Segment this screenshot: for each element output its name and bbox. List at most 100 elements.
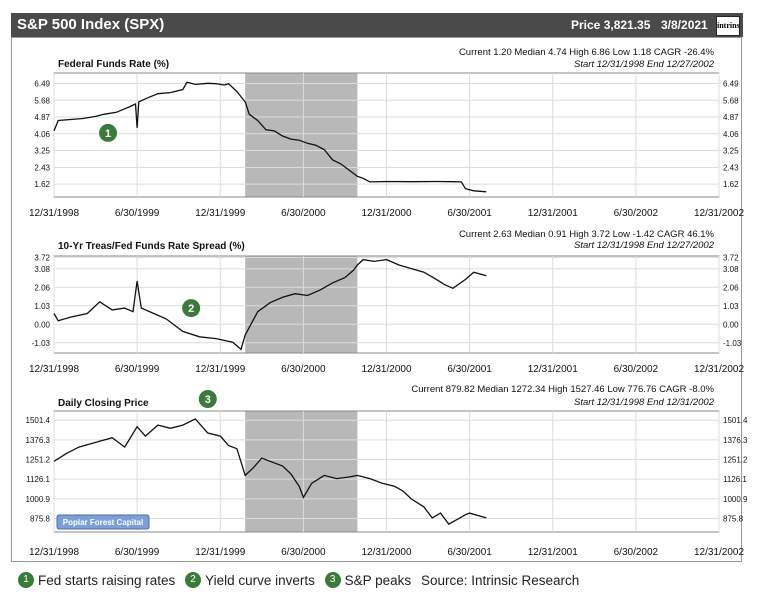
x-tick-1-4: 12/31/2000 [361,208,411,219]
y-tick-left-2-3: 1.03 [34,302,50,311]
y-tick-right-2-4: 0.00 [723,320,739,329]
y-tick-right-3-5: 875.8 [723,515,744,524]
y-tick-left-2-0: 3.72 [34,253,50,262]
annotation-badge-1 [99,123,118,142]
annotation-badge-3 [198,390,217,408]
annotation-label-1: 1 [105,128,111,140]
x-tick-2-1: 6/30/1999 [115,364,160,375]
x-tick-2-8: 12/31/2002 [694,364,744,375]
y-tick-right-2-1: 3.08 [723,265,739,274]
x-tick-1-6: 12/31/2001 [528,208,578,219]
x-tick-3-6: 12/31/2001 [528,547,578,558]
y-tick-right-3-1: 1376.3 [723,436,748,445]
x-tick-1-8: 12/31/2002 [694,208,744,219]
chart-svg: 6.49 6.49 5.68 5.68 4.87 4.87 4.06 4.06 3.25 3.25… [26,47,748,558]
x-tick-3-1: 6/30/1999 [115,547,160,558]
y-tick-right-1-3: 4.06 [723,130,739,139]
panel-title-3: Daily Closing Price [58,398,149,409]
x-tick-3-0: 12/31/1998 [29,547,79,558]
x-tick-2-6: 12/31/2001 [528,364,578,375]
chart-title: S&P 500 Index (SPX) [17,16,165,33]
y-tick-left-1-5: 2.43 [34,163,50,172]
y-tick-right-3-3: 1126.1 [723,475,747,484]
source-label: Source: Intrinsic Research [420,572,580,588]
y-tick-right-2-5: -1.03 [723,339,742,348]
y-tick-left-1-0: 6.49 [34,80,50,89]
y-tick-left-3-3: 1126.1 [26,475,50,484]
legend-badge-1: 1 [18,572,34,589]
panel-title-2: 10-Yr Treas/Fed Funds Rate Spread (%) [58,241,245,252]
x-tick-2-4: 12/31/2000 [361,364,411,375]
series-line-1 [53,81,487,193]
y-tick-left-1-2: 4.87 [34,113,50,122]
recession-shading-3 [245,411,358,532]
y-tick-right-1-4: 3.25 [723,147,739,156]
panel-title-1: Federal Funds Rate (%) [58,59,169,70]
y-tick-right-2-2: 2.06 [723,283,739,292]
legend-footer: 1 Fed starts raising rates 2 Yield curve i… [18,572,585,589]
annotation-label-2: 2 [188,303,194,315]
series-line-2 [53,258,487,351]
x-tick-1-0: 12/31/1998 [29,208,79,219]
annotation-badge-2 [182,299,201,318]
annotation-label-3: 3 [205,394,211,406]
panel-range-2: Start 12/31/1998 End 12/27/2002 [574,240,715,251]
y-tick-left-3-0: 1501.4 [26,416,51,425]
panel-range-3: Start 12/31/1998 End 12/31/2002 [574,397,715,408]
y-tick-right-2-0: 3.72 [723,253,739,262]
legend-item-2: Yield curve inverts [205,572,315,588]
x-tick-2-3: 6/30/2000 [281,364,326,375]
y-tick-right-3-4: 1000.9 [723,495,748,504]
y-tick-right-1-5: 2.43 [723,163,739,172]
y-tick-left-3-2: 1251.2 [26,456,51,465]
chart-frame [11,37,742,562]
recession-shading-2 [245,256,358,353]
chart-header: S&P 500 Index (SPX) Price 3,821.35 3/8/2… [11,13,743,37]
recession-shading-1 [245,73,358,197]
x-tick-1-3: 6/30/2000 [281,208,326,219]
x-tick-3-2: 12/31/1999 [195,547,245,558]
legend-item-1: Fed starts raising rates [38,572,176,588]
y-tick-left-2-2: 2.06 [34,283,50,292]
x-tick-3-5: 6/30/2001 [447,547,492,558]
panel-stats-2: Current 2.63 Median 0.91 High 3.72 Low -… [459,229,715,240]
price-label: Price 3,821.35 [571,18,651,32]
y-tick-left-2-1: 3.08 [34,265,50,274]
x-tick-2-5: 6/30/2001 [447,364,492,375]
y-tick-right-3-0: 1501.4 [723,416,748,425]
date-label: 3/8/2021 [661,18,708,32]
y-tick-left-3-5: 875.8 [30,515,51,524]
y-tick-right-3-2: 1251.2 [723,456,748,465]
x-tick-3-8: 12/31/2002 [694,547,744,558]
x-tick-3-3: 6/30/2000 [281,547,326,558]
panel-stats-3: Current 879.82 Median 1272.34 High 1527.… [411,384,714,395]
panel-range-1: Start 12/31/1998 End 12/27/2002 [574,59,715,70]
x-tick-3-7: 6/30/2002 [614,547,659,558]
y-tick-left-1-3: 4.06 [34,130,50,139]
y-tick-left-3-1: 1376.3 [26,436,51,445]
y-tick-right-1-2: 4.87 [723,113,739,122]
y-tick-right-1-1: 5.68 [723,96,739,105]
y-tick-right-2-3: 1.03 [723,302,739,311]
panel-stats-1: Current 1.20 Median 4.74 High 6.86 Low 1… [459,47,715,58]
x-tick-1-2: 12/31/1999 [195,208,245,219]
x-tick-1-5: 6/30/2001 [447,208,492,219]
y-tick-left-1-1: 5.68 [34,96,50,105]
legend-item-3: S&P peaks [344,572,412,588]
y-tick-left-3-4: 1000.9 [26,495,51,504]
y-tick-left-2-4: 0.00 [34,320,50,329]
x-tick-2-0: 12/31/1998 [29,364,79,375]
y-tick-left-1-4: 3.25 [34,147,50,156]
intrinsic-logo: intrinsic [716,16,740,36]
y-tick-right-1-0: 6.49 [723,80,739,89]
x-tick-2-2: 12/31/1999 [195,364,245,375]
legend-badge-3: 3 [324,572,341,589]
x-tick-2-7: 6/30/2002 [614,364,659,375]
watermark-text: Poplar Forest Capital [63,518,143,527]
legend-badge-2: 2 [185,572,202,589]
x-tick-1-1: 6/30/1999 [115,208,160,219]
watermark-box [56,514,150,530]
series-line-3 [53,418,487,525]
x-tick-3-4: 12/31/2000 [361,547,411,558]
y-tick-left-1-6: 1.62 [34,180,50,189]
